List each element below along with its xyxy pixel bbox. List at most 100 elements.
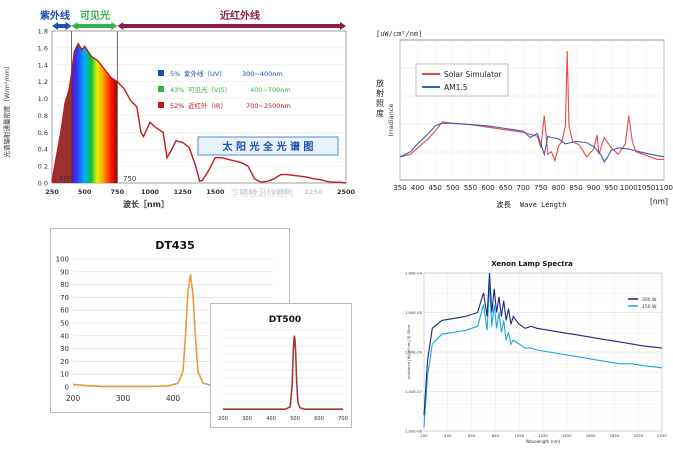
xenon-x-tick-label: 650 [468, 433, 476, 438]
solar-legend: 5% 紫外线（UV） 300~400nm 43% 可见光（VIS） 400~70… [158, 69, 291, 110]
y-tick-label: 0.4 [38, 146, 48, 154]
xenon-y-tick-label: 1.00E-06 [405, 350, 423, 355]
dt435-y-tick-label: 20 [60, 358, 69, 366]
legend-vis-range: 400~700nm [250, 86, 291, 94]
dt435-x-tick-label: 200 [66, 394, 81, 403]
sim-x-tick-label: 950 [605, 184, 618, 192]
dt500-x-ticks: 200 300 400 500 600 700 [218, 416, 348, 422]
dt500-x-tick-label: 300 [242, 416, 252, 422]
xenon-x-tick-label: 850 [492, 433, 500, 438]
dt435-y-ticks: 0 10 20 30 40 50 60 70 80 90 100 [56, 256, 69, 392]
xenon-y-tick-label: 1.00E-08 [405, 429, 423, 434]
xenon-chart: Xenon Lamp Spectra 1.00E-04 1.00E-05 1.00E… [405, 260, 667, 444]
xenon-x-tick-label: 1050 [514, 433, 524, 438]
xenon-series-line-0 [423, 272, 663, 416]
sim-x-tick-label: 900 [587, 184, 600, 192]
xenon-x-tick-label: 1850 [610, 433, 620, 438]
dt435-y-tick-label: 10 [60, 371, 69, 379]
legend-vis-pct: 43% [170, 86, 184, 94]
band-arrows [52, 22, 346, 30]
sim-x-tick-label: 750 [534, 184, 547, 192]
dt435-y-tick-label: 50 [60, 320, 69, 328]
xenon-x-ticks: 250 450 650 850 1050 1250 1450 1650 1850 2050 2250 [420, 433, 667, 438]
x-tick-label: 1500 [206, 188, 225, 196]
xenon-y-tick-label: 1.00E-04 [405, 271, 423, 276]
xenon-y-tick-label: 1.00E-07 [405, 389, 423, 394]
xenon-x-tick-label: 2050 [633, 433, 643, 438]
watermark: 华南检测检验院 [230, 187, 293, 199]
sim-unit-label: [uW/cm²/nm] [376, 30, 422, 38]
dt435-x-tick-label: 400 [166, 394, 181, 403]
sim-x-tick-label: 600 [481, 184, 494, 192]
solar-series-line [51, 42, 347, 184]
sim-ylabel-char: 照 [376, 99, 384, 108]
legend-uv-pct: 5% [170, 70, 180, 78]
solar-spectrum-panel: 紫外线 可见光 近红外线 0.0 0.2 0.4 0.6 0.8 1.0 1.2 1.4 1.6… [0, 0, 360, 215]
sim-x-tick-label: 500 [446, 184, 459, 192]
solar-spectrum-chart: 紫外线 可见光 近红外线 0.0 0.2 0.4 0.6 0.8 1.0 1.2 1.4 1.6… [2, 9, 356, 209]
x-tick-label: 2250 [304, 188, 323, 196]
y-tick-label: 1.6 [38, 44, 48, 52]
sim-xunit: [nm] [650, 197, 668, 206]
x-tick-label: 2500 [337, 188, 356, 196]
xenon-panel: Xenon Lamp Spectra 1.00E-04 1.00E-05 1.00E… [370, 255, 673, 445]
dt500-curve [223, 335, 343, 410]
dt435-y-tick-label: 30 [60, 345, 69, 353]
xenon-x-tick-label: 250 [420, 433, 428, 438]
sim-ylabel-char: 射 [376, 88, 384, 98]
dt500-panel: DT500 200 300 400 500 600 700 [210, 303, 352, 428]
sim-x-tick-label: 400 [411, 184, 424, 192]
sim-x-tick-label: 1100 [655, 184, 673, 192]
band-vis-label: 可见光 [80, 9, 110, 22]
legend-vis-name: 可见光（VIS） [188, 85, 231, 94]
legend-ir-name: 近红外（IR） [188, 101, 227, 110]
legend-150w-label: 150 W [642, 304, 657, 310]
legend-uv-swatch [158, 70, 164, 76]
y-ticks: 0.0 0.2 0.4 0.6 0.8 1.0 1.2 1.4 1.6 1.8 [38, 28, 48, 188]
dt500-x-tick-label: 400 [266, 416, 276, 422]
dt435-y-tick-label: 40 [60, 332, 69, 340]
y-tick-label: 1.4 [38, 61, 48, 69]
sim-ylabel-char: 放 [376, 78, 384, 88]
xenon-y-tick-label: 1.00E-05 [405, 310, 423, 315]
legend-simulator-label: Solar Simulator [444, 70, 503, 79]
xenon-x-tick-label: 1250 [538, 433, 548, 438]
x-tick-label: 250 [45, 188, 59, 196]
sim-legend: Solar Simulator AM1.5 [415, 63, 509, 97]
sim-ylabel-char: 度 [376, 108, 384, 118]
legend-vis-swatch [158, 86, 164, 92]
solar-title: 太 阳 光 全 光 谱 图 [222, 140, 314, 153]
xenon-ylabel: Irradiance [W/(m²nm)] @ 30cm [407, 324, 411, 379]
dt500-x-tick-label: 200 [218, 416, 228, 422]
y-tick-label: 1.0 [38, 95, 48, 103]
sim-x-tick-label: 650 [499, 184, 512, 192]
y-tick-label: 0.2 [38, 163, 48, 171]
y-tick-label: 0.6 [38, 129, 48, 137]
legend-ir-swatch [158, 102, 164, 108]
sim-series [399, 51, 665, 164]
sim-x-ticks: 350 400 450 500 550 600 650 700 750 800 850 900 950 1… [393, 184, 673, 192]
xenon-title: Xenon Lamp Spectra [491, 260, 573, 268]
sim-x-tick-label: 800 [552, 184, 565, 192]
x-tick-label: 2000 [272, 188, 291, 196]
marker-400-label: 400 [59, 175, 72, 183]
x-ticks: 250 500 750 1000 1250 1500 1750 2000 2250 2500 [45, 188, 355, 196]
sim-series-line-1 [399, 122, 665, 164]
xenon-x-tick-label: 1450 [562, 433, 572, 438]
legend-300w-label: 300 W [642, 297, 657, 303]
legend-uv-range: 300~400nm [242, 70, 283, 78]
dt435-y-tick-label: 70 [60, 294, 69, 302]
dt435-y-tick-label: 80 [60, 281, 69, 289]
dt500-x-tick-label: 600 [314, 416, 324, 422]
solar-title-box [197, 136, 339, 156]
sim-x-tick-label: 1050 [637, 184, 655, 192]
xenon-series-line-1 [423, 284, 663, 428]
xenon-grid [423, 272, 663, 432]
simulator-panel: [uW/cm²/nm] 350 400 450 500 550 600 650 700 750 8… [360, 24, 673, 214]
legend-ir-range: 700~2500nm [246, 102, 291, 110]
xenon-series [423, 272, 663, 428]
xenon-x-tick-label: 450 [444, 433, 452, 438]
sim-ylabel-en: Irradiance [387, 104, 395, 137]
xenon-x-tick-label: 2250 [657, 433, 667, 438]
dt435-y-tick-label: 100 [56, 256, 69, 264]
